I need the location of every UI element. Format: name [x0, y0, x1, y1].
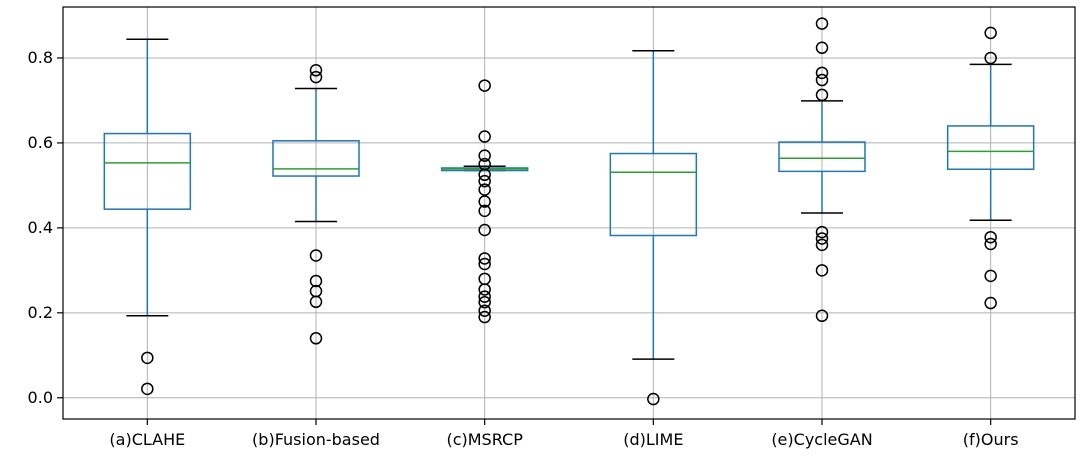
- outlier-point: [309, 332, 323, 345]
- outlier-point: [478, 295, 491, 309]
- iqr-box: [609, 152, 698, 237]
- outlier-point: [478, 310, 491, 324]
- outlier-point: [309, 64, 323, 77]
- outlier-point: [478, 149, 491, 162]
- outlier-point: [815, 17, 829, 30]
- y-tick-label: 0.0: [28, 388, 53, 407]
- outlier-point: [984, 237, 997, 251]
- outlier-point: [478, 290, 491, 303]
- outlier-point: [478, 79, 491, 92]
- outlier-point: [478, 174, 491, 188]
- plot-frame: [62, 6, 1076, 420]
- outlier-point: [478, 204, 491, 218]
- x-tick-label: (d)LIME: [623, 430, 683, 449]
- iqr-box: [272, 140, 360, 177]
- outlier-point: [815, 232, 829, 245]
- outlier-point: [815, 225, 829, 239]
- outlier-point: [478, 223, 491, 237]
- box-group: [103, 38, 192, 396]
- grid-layer: [63, 7, 1075, 419]
- outlier-point: [815, 88, 829, 102]
- outlier-point: [309, 249, 323, 262]
- y-tick-label: 0.8: [28, 48, 53, 67]
- outlier-point: [309, 274, 323, 288]
- iqr-box: [946, 125, 1035, 171]
- x-tick-label: (a)CLAHE: [109, 430, 185, 449]
- outlier-point: [478, 283, 491, 296]
- y-tick-label: 0.6: [28, 133, 53, 152]
- x-tick-label: (f)Ours: [963, 430, 1019, 449]
- outlier-point: [815, 66, 829, 80]
- outlier-point: [815, 309, 829, 323]
- outlier-point: [478, 168, 491, 182]
- iqr-box: [778, 141, 866, 173]
- outlier-point: [984, 269, 997, 283]
- box-group: [778, 17, 866, 323]
- outlier-point: [478, 304, 491, 317]
- box-group: [440, 79, 529, 324]
- x-tick-label: (c)MSRCP: [446, 430, 523, 449]
- box-layer: [103, 17, 1035, 406]
- outlier-point: [984, 296, 997, 310]
- outlier-point: [141, 351, 154, 365]
- outlier-point: [478, 183, 491, 196]
- outlier-point: [984, 26, 997, 40]
- box-group: [272, 64, 360, 345]
- outlier-point: [309, 70, 323, 84]
- outlier-point: [815, 264, 829, 277]
- outlier-point: [478, 195, 491, 208]
- box-group: [609, 49, 698, 406]
- y-tick-label: 0.2: [28, 303, 53, 322]
- outlier-point: [141, 382, 154, 396]
- outlier-point: [815, 41, 829, 55]
- outlier-point: [309, 295, 323, 309]
- outlier-point: [984, 51, 997, 65]
- x-tick-label: (e)CycleGAN: [771, 430, 872, 449]
- axis-layer: 0.0 0.2 0.4 0.6 0.8 (a)CLAHE (b)Fusion-based (c…: [28, 48, 1019, 449]
- x-tick-label: (b)Fusion-based: [252, 430, 380, 449]
- outlier-point: [815, 73, 829, 87]
- iqr-box: [103, 132, 192, 210]
- box-group: [946, 26, 1035, 310]
- outlier-point: [478, 130, 491, 143]
- outlier-point: [647, 392, 660, 406]
- y-tick-label: 0.4: [28, 218, 53, 237]
- outlier-point: [478, 257, 491, 271]
- outlier-point: [815, 238, 829, 252]
- outlier-point: [984, 230, 997, 244]
- outlier-point: [478, 252, 491, 265]
